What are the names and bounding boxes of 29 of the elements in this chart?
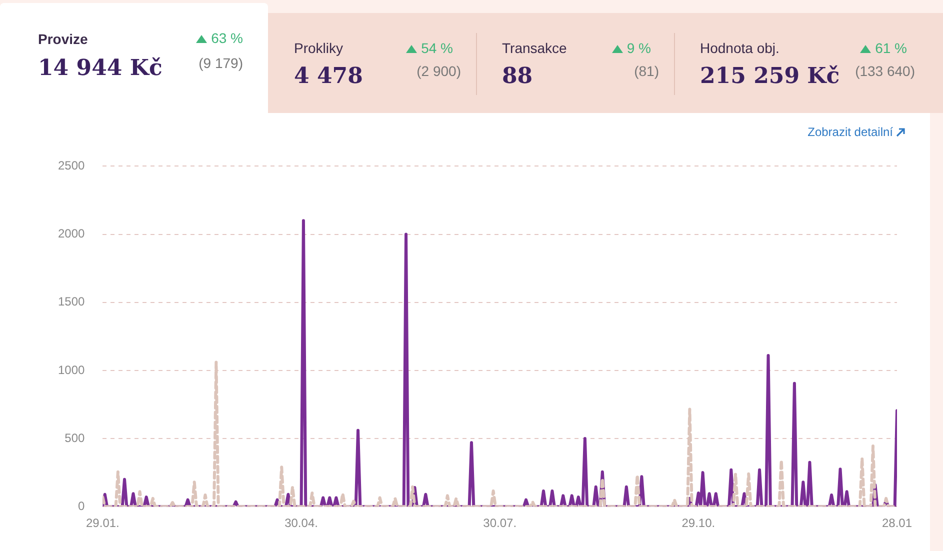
text: (9 179) <box>198 55 243 71</box>
text: 4 478 <box>294 63 363 89</box>
x-tick-label: 28.01 <box>882 516 912 530</box>
text: 54 % <box>420 40 453 56</box>
y-tick-label: 0 <box>78 498 86 513</box>
text: Hodnota obj. <box>700 40 780 56</box>
y-tick-label: 1000 <box>58 362 86 377</box>
text: Prokliky <box>294 40 344 56</box>
x-tick-label: 30.07. <box>483 516 517 530</box>
text: 63 % <box>210 30 243 46</box>
text: (2 900) <box>416 63 461 79</box>
text: 9 % <box>626 40 651 56</box>
y-tick-label: 2500 <box>58 158 86 173</box>
text: Provize <box>38 31 88 47</box>
text: 215 259 Kč <box>700 63 840 89</box>
text: (81) <box>634 63 659 79</box>
x-tick-label: 30.04. <box>284 516 318 530</box>
text: Transakce <box>502 40 567 56</box>
text: (133 640) <box>855 63 915 79</box>
y-tick-label: 2000 <box>58 226 86 241</box>
text: 61 % <box>874 40 907 56</box>
text: 88 <box>502 63 533 89</box>
x-tick-label: 29.01. <box>86 516 120 530</box>
x-tick-label: 29.10. <box>682 516 716 530</box>
text: 14 944 Kč <box>38 55 162 81</box>
y-tick-label: 500 <box>64 430 86 445</box>
text: Zobrazit detailní <box>808 125 894 139</box>
line-series <box>102 360 897 507</box>
y-tick-label: 1500 <box>58 294 86 309</box>
